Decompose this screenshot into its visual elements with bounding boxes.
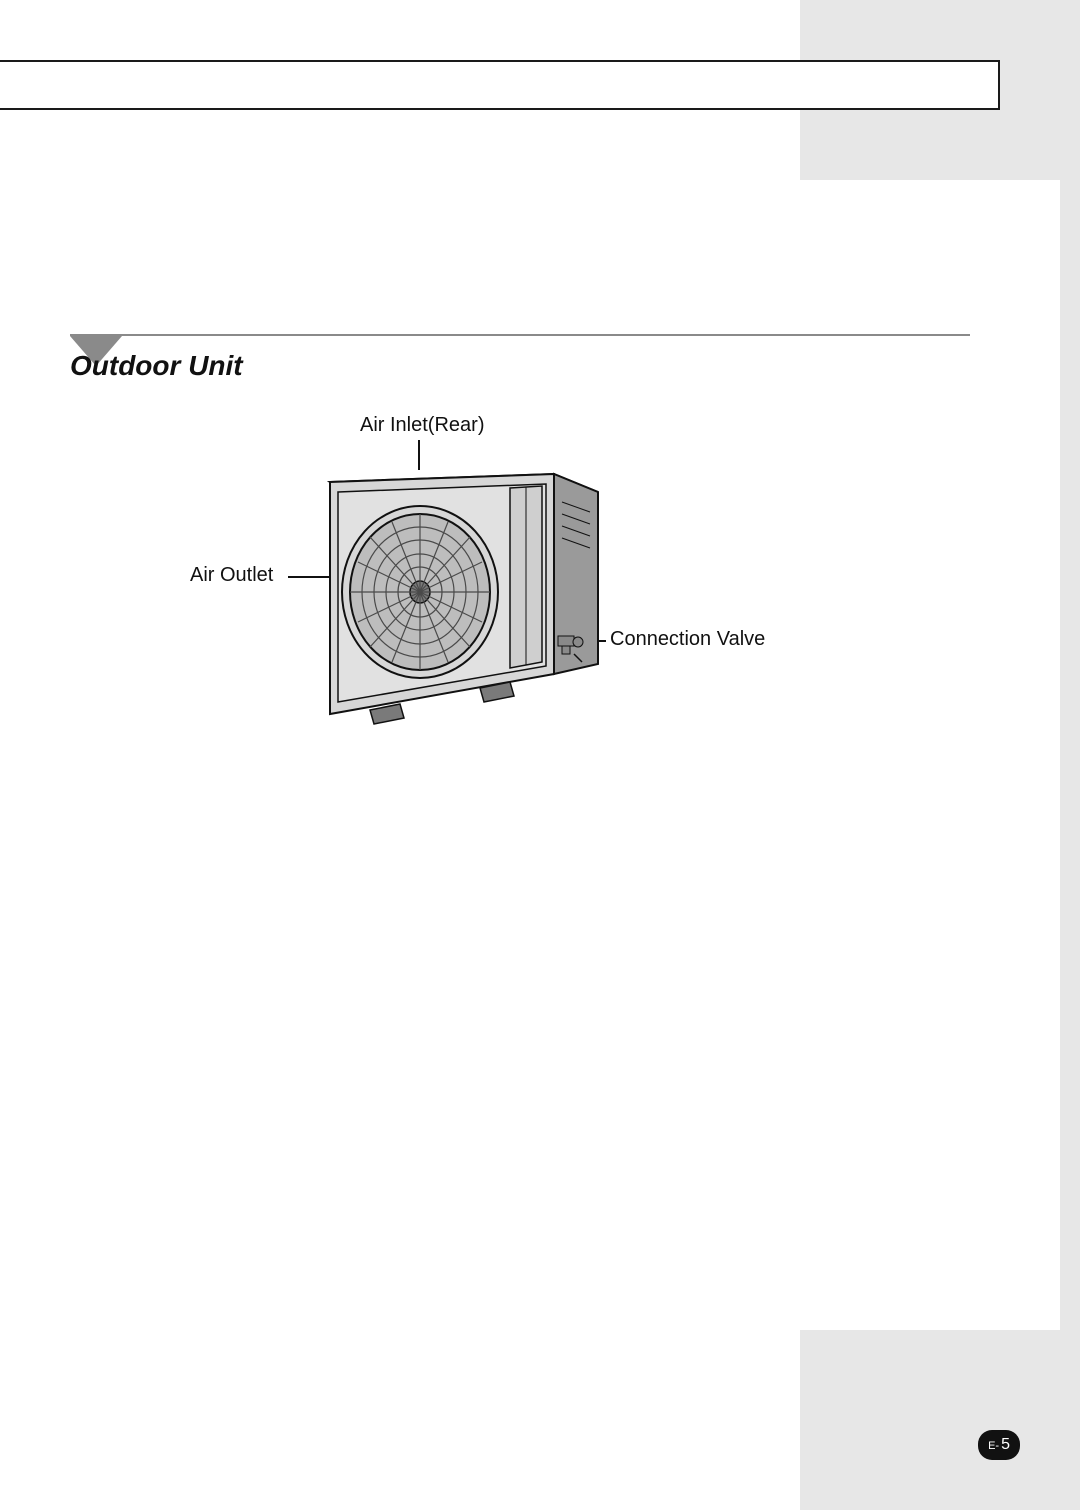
outdoor-unit-diagram [310,452,610,757]
label-air-inlet: Air Inlet(Rear) [360,414,484,437]
label-connection-valve: Connection Valve [610,628,765,651]
side-white-block [800,180,1060,1330]
page-number-badge: E-5 [978,1430,1020,1460]
page-number-prefix: E- [988,1440,999,1452]
section-title: Outdoor Unit [70,350,243,382]
header-rule-box [0,60,1000,110]
page-number-value: 5 [1001,1436,1010,1453]
label-air-outlet: Air Outlet [190,564,273,587]
section-divider [70,334,970,336]
